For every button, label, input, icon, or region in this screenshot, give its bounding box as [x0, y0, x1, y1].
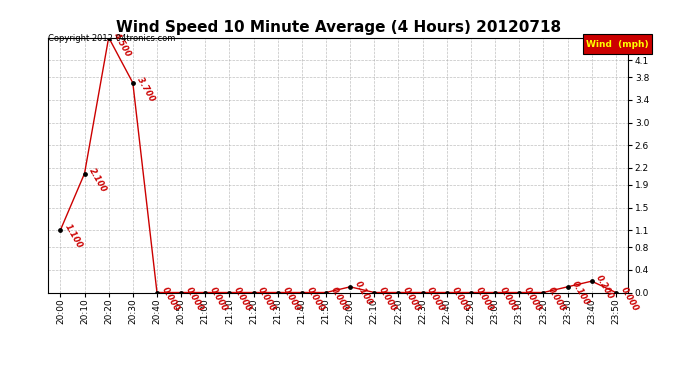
- Text: 0.000: 0.000: [281, 285, 302, 313]
- Point: [417, 290, 428, 296]
- Text: 0.000: 0.000: [257, 285, 277, 313]
- Point: [562, 284, 573, 290]
- Point: [152, 290, 163, 296]
- Point: [272, 290, 284, 296]
- Text: 4.500: 4.500: [112, 30, 132, 58]
- Point: [175, 290, 186, 296]
- Text: 0.000: 0.000: [450, 285, 471, 313]
- Text: Copyright 2012-04tronics.com: Copyright 2012-04tronics.com: [48, 34, 176, 43]
- Point: [55, 227, 66, 233]
- Point: [79, 171, 90, 177]
- Point: [248, 290, 259, 296]
- Title: Wind Speed 10 Minute Average (4 Hours) 20120718: Wind Speed 10 Minute Average (4 Hours) 2…: [115, 20, 561, 35]
- Point: [586, 278, 597, 284]
- Text: Wind  (mph): Wind (mph): [586, 40, 649, 49]
- Point: [200, 290, 211, 296]
- Text: 3.700: 3.700: [136, 75, 157, 103]
- Point: [104, 34, 115, 40]
- Point: [393, 290, 404, 296]
- Text: 0.000: 0.000: [426, 285, 446, 313]
- Point: [320, 290, 331, 296]
- Point: [513, 290, 524, 296]
- Point: [368, 290, 380, 296]
- Text: 2.100: 2.100: [88, 166, 108, 194]
- Text: 0.100: 0.100: [353, 279, 374, 307]
- Text: 0.200: 0.200: [595, 274, 615, 302]
- Text: 0.000: 0.000: [546, 285, 567, 313]
- Point: [610, 290, 621, 296]
- Point: [297, 290, 308, 296]
- Text: 0.000: 0.000: [498, 285, 519, 313]
- Text: 0.100: 0.100: [571, 279, 591, 307]
- Text: 0.000: 0.000: [233, 285, 253, 313]
- Text: 0.000: 0.000: [377, 285, 398, 313]
- Text: 0.000: 0.000: [402, 285, 422, 313]
- Text: 0.000: 0.000: [619, 285, 640, 313]
- Point: [127, 80, 138, 86]
- Text: 0.000: 0.000: [474, 285, 495, 313]
- Point: [490, 290, 501, 296]
- Text: 0.000: 0.000: [305, 285, 326, 313]
- Point: [224, 290, 235, 296]
- Point: [442, 290, 453, 296]
- Text: 0.000: 0.000: [329, 285, 350, 313]
- Text: 0.000: 0.000: [208, 285, 229, 313]
- Point: [538, 290, 549, 296]
- Text: 0.000: 0.000: [184, 285, 205, 313]
- Text: 1.100: 1.100: [63, 223, 84, 251]
- Text: 0.000: 0.000: [522, 285, 543, 313]
- Text: 0.000: 0.000: [160, 285, 181, 313]
- Point: [344, 284, 356, 290]
- Point: [465, 290, 476, 296]
